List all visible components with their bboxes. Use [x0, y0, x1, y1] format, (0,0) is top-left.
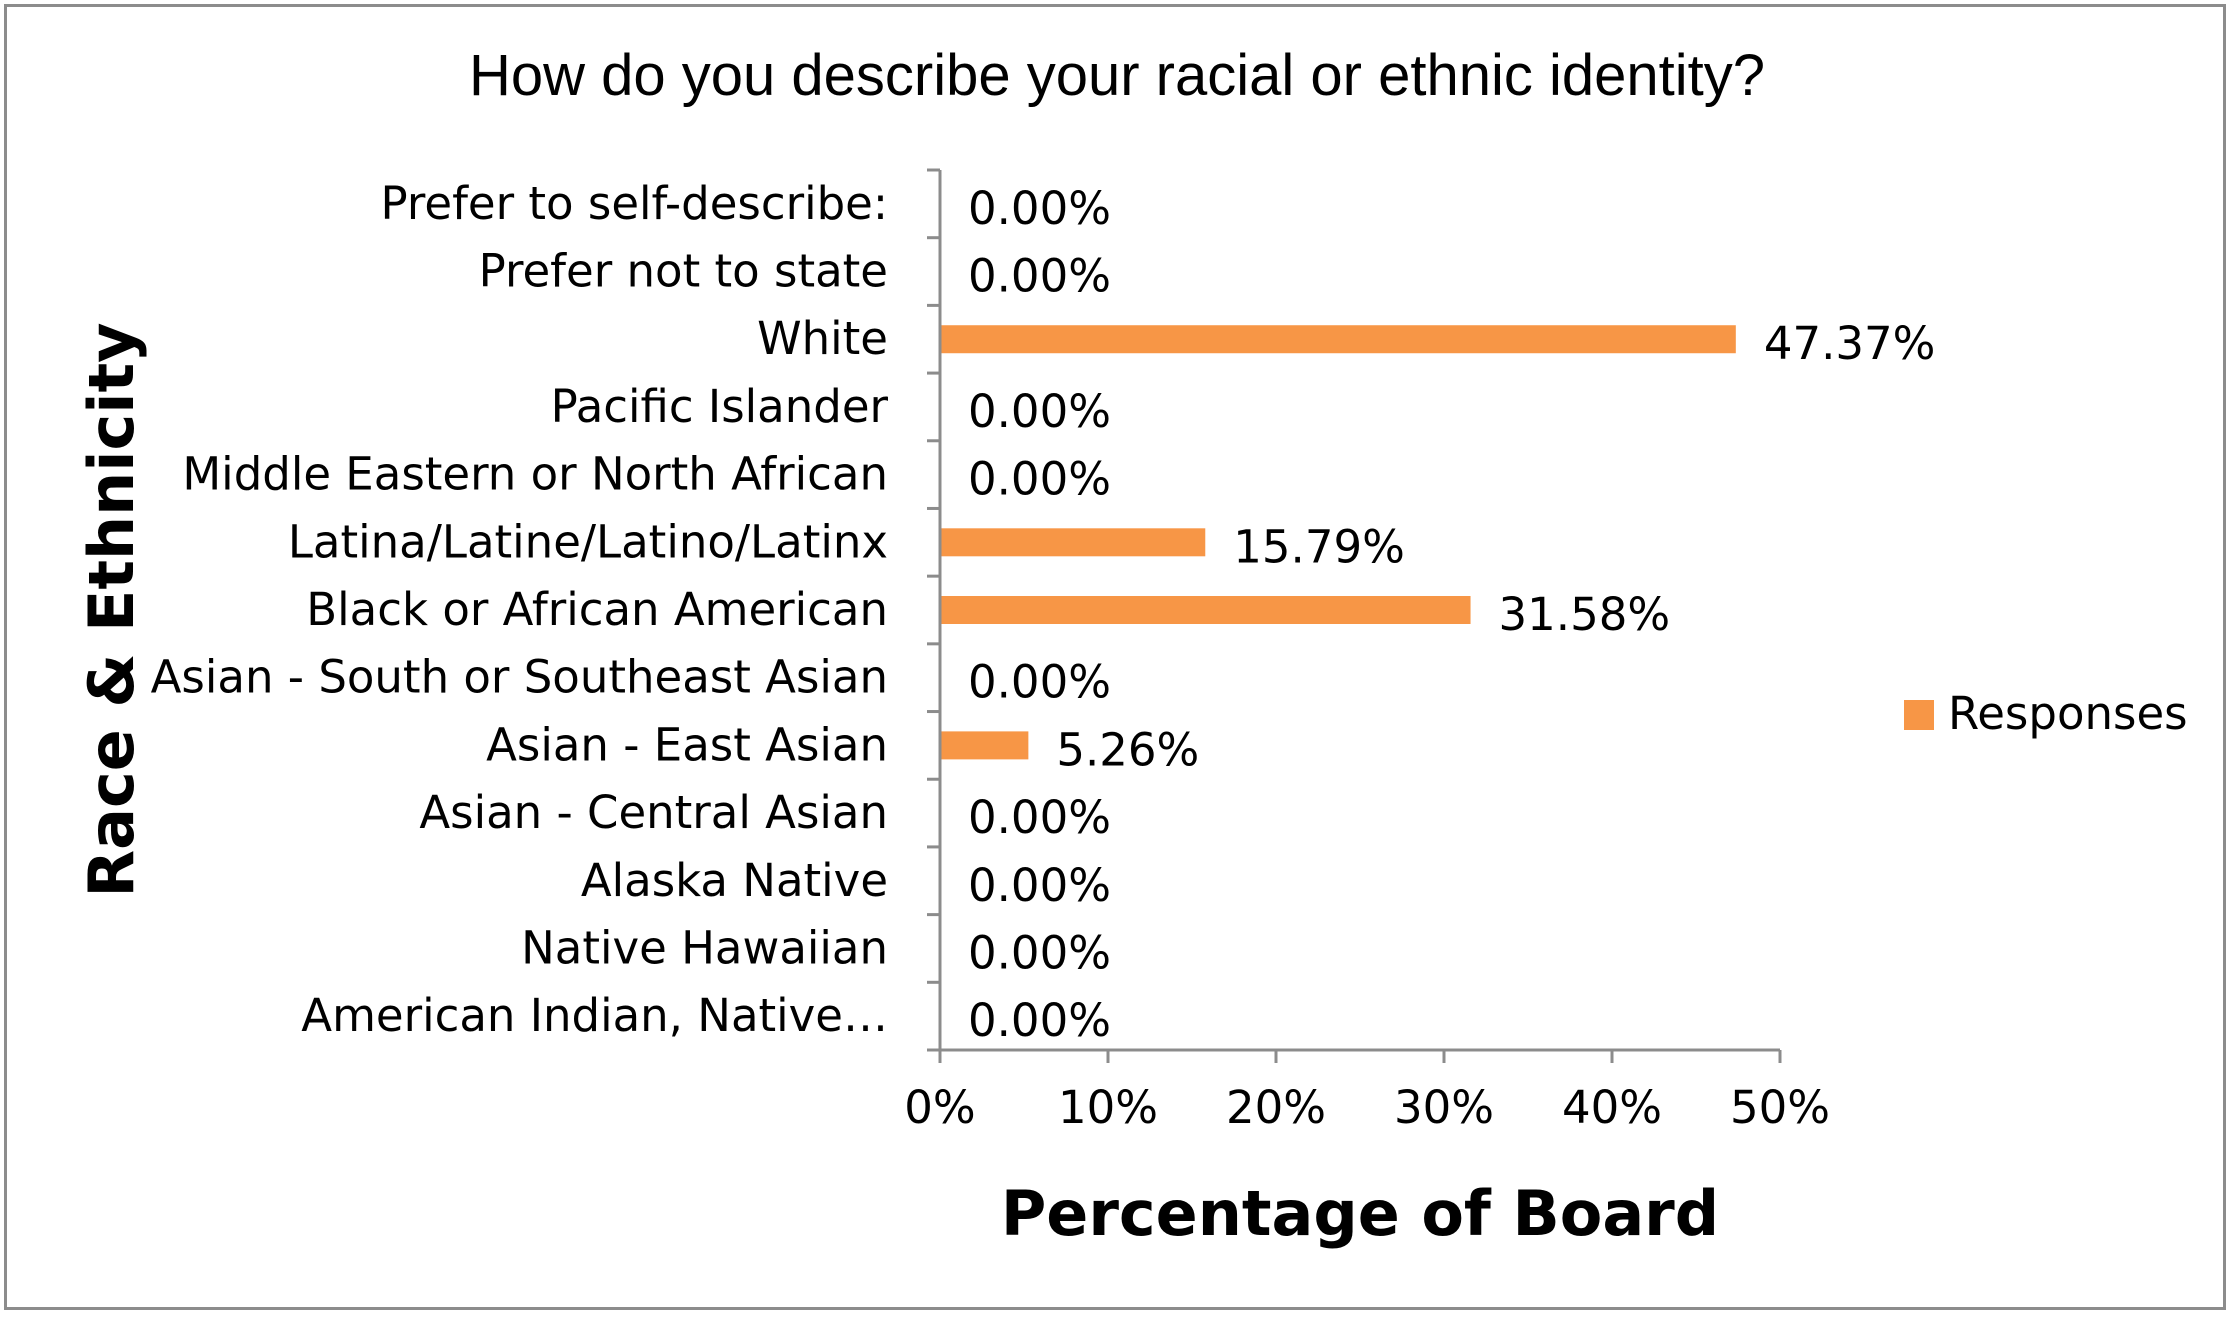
legend-swatch — [1904, 700, 1934, 730]
category-label: Prefer not to state — [479, 245, 888, 298]
data-label: 5.26% — [1056, 723, 1199, 776]
data-label: 0.00% — [968, 182, 1111, 235]
legend-label: Responses — [1948, 687, 2188, 740]
x-tick-label: 50% — [1730, 1081, 1830, 1134]
data-label: 47.37% — [1764, 317, 1936, 370]
category-label: White — [757, 312, 888, 365]
category-label: Alaska Native — [581, 854, 888, 907]
category-label: Asian - East Asian — [486, 718, 888, 771]
data-label: 0.00% — [968, 453, 1111, 506]
data-labels: 0.00% 0.00% 47.37% 0.00% 0.00% 15.79% 31.58% 0.… — [968, 182, 1935, 1047]
axes — [927, 168, 1782, 1063]
chart-frame — [4, 4, 2226, 1310]
x-tick-label: 30% — [1394, 1081, 1494, 1134]
category-label: Latina/Latine/Latino/Latinx — [288, 515, 888, 568]
y-axis-title: Race & Ethnicity — [75, 322, 148, 897]
x-axis-title: Percentage of Board — [1001, 1177, 1719, 1250]
data-label: 0.00% — [968, 250, 1111, 303]
x-tick-label: 10% — [1058, 1081, 1158, 1134]
category-label: Native Hawaiian — [521, 921, 888, 974]
bar — [940, 596, 1471, 624]
x-tick-label: 20% — [1226, 1081, 1326, 1134]
data-label: 0.00% — [968, 994, 1111, 1047]
x-tick-label: 0% — [904, 1081, 975, 1134]
data-label: 0.00% — [968, 926, 1111, 979]
data-label: 0.00% — [968, 859, 1111, 912]
data-label: 0.00% — [968, 656, 1111, 709]
bars — [940, 325, 1736, 760]
data-label: 0.00% — [968, 791, 1111, 844]
category-label: Middle Eastern or North African — [182, 448, 888, 501]
bar — [940, 325, 1736, 354]
category-label: Asian - South or Southeast Asian — [151, 651, 888, 704]
bar — [940, 528, 1206, 557]
x-tick-labels: 0% 10% 20% 30% 40% 50% — [904, 1081, 1830, 1134]
data-label: 15.79% — [1233, 520, 1405, 573]
data-label: 0.00% — [968, 385, 1111, 438]
category-label: Asian - Central Asian — [419, 786, 888, 839]
category-label: American Indian, Native… — [301, 989, 888, 1042]
legend: Responses — [1904, 687, 2188, 740]
category-labels: Prefer to self-describe: Prefer not to st… — [151, 177, 889, 1042]
data-label: 31.58% — [1499, 588, 1671, 641]
category-label: Black or African American — [306, 583, 888, 636]
bar — [940, 731, 1029, 760]
chart-title: How do you describe your racial or ethni… — [469, 43, 1765, 108]
category-label: Pacific Islander — [551, 380, 889, 433]
category-label: Prefer to self-describe: — [381, 177, 888, 230]
x-tick-label: 40% — [1562, 1081, 1662, 1134]
